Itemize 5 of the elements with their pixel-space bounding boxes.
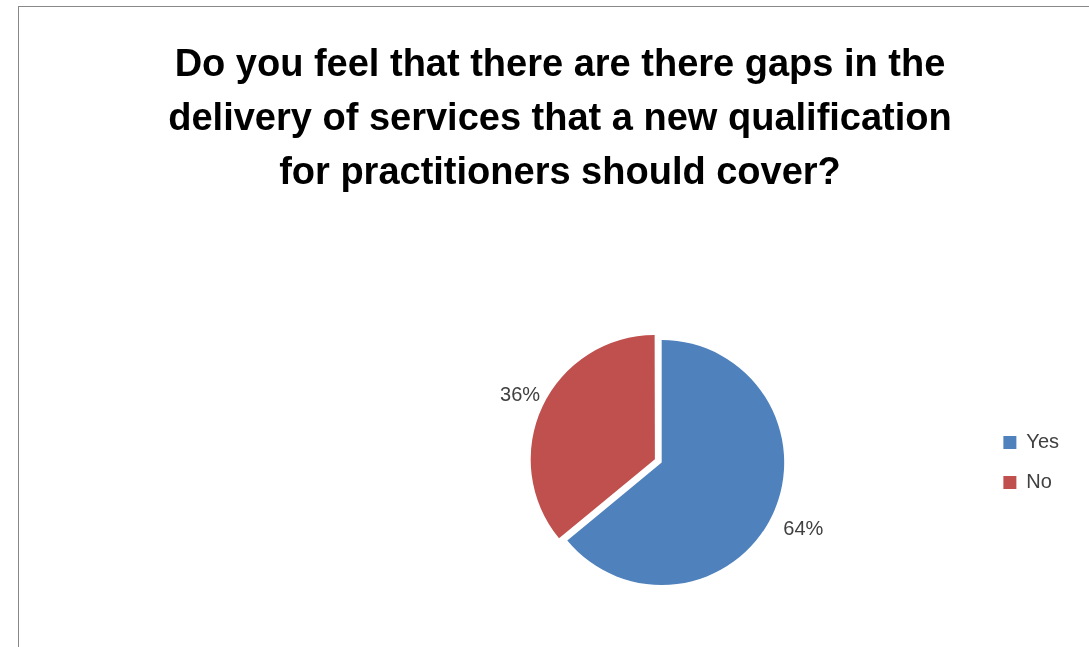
legend-label: No [1026,470,1052,493]
data-label: 36% [500,383,541,406]
data-label: 64% [783,516,824,539]
legend-label: Yes [1026,430,1060,453]
chart-title: Do you feel that there are there gaps in the delivery of services that a new qualification for practitioners should cover? [167,41,953,194]
